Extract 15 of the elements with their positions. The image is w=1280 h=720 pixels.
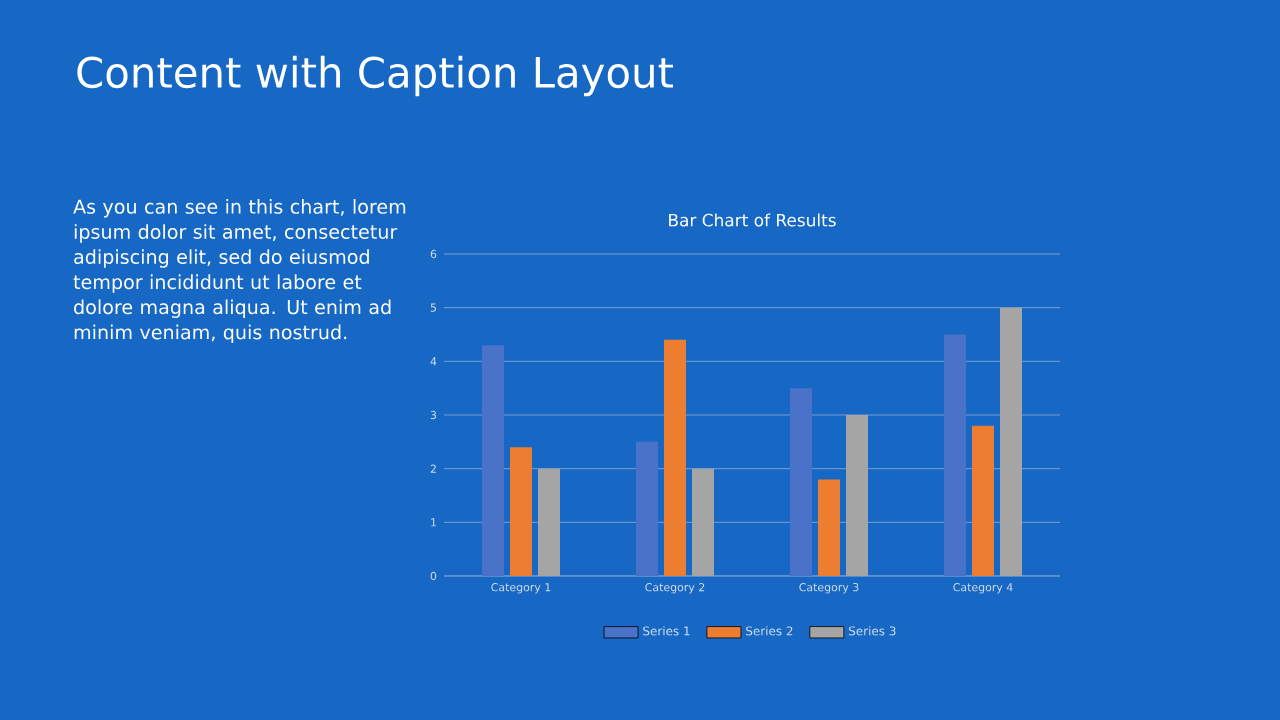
bar (972, 425, 994, 576)
bar (538, 468, 561, 576)
bar (944, 334, 966, 576)
bar (692, 468, 714, 576)
bar (1000, 307, 1022, 576)
text: As you can see in this chart, lorem ipsum dolor sit amet, consectetur adipiscing elit, sed do eiusmod tempor incididunt ut labore et dolore magna aliqua. Ut enim ad minim veniam, quis nostrud. (73, 199, 406, 344)
bar (846, 415, 868, 576)
bar (482, 345, 504, 576)
chart-subtitle: Bar Chart of Results (669, 213, 836, 227)
bar (510, 447, 532, 576)
bar (790, 388, 812, 576)
bar (818, 479, 840, 576)
bar (636, 441, 658, 576)
chart-title: Content with Caption Layout (77, 55, 673, 97)
bar (664, 339, 686, 576)
